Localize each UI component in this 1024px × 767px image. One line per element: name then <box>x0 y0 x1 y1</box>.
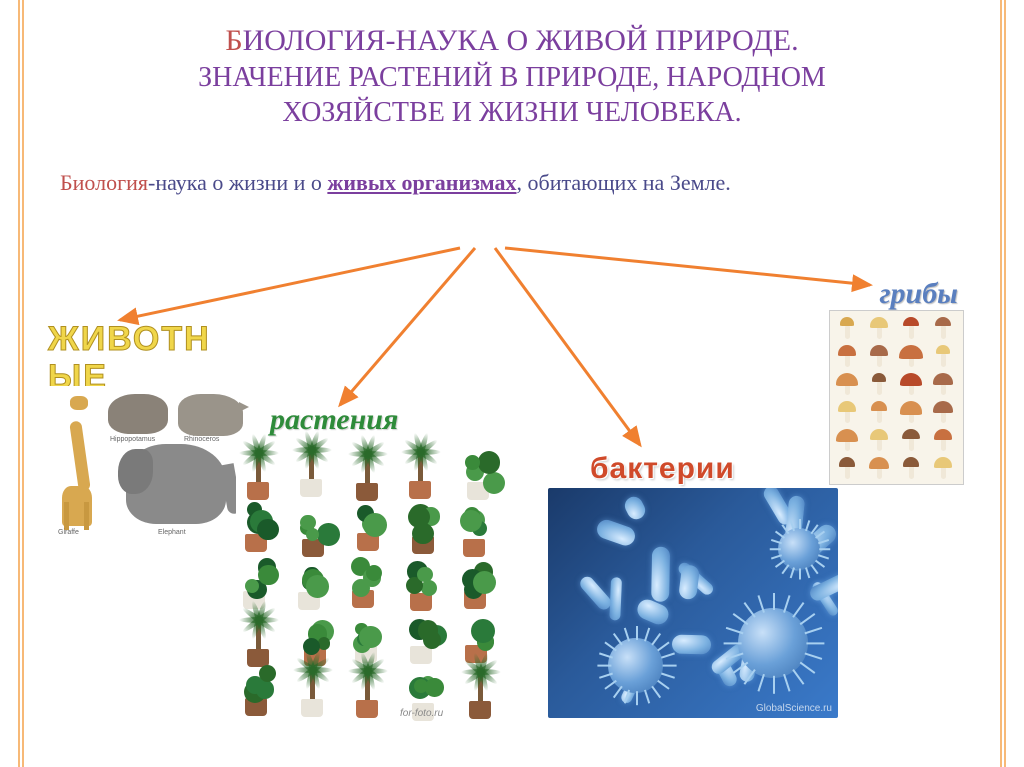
title-line3: ХОЗЯЙСТВЕ И ЖИЗНИ ЧЕЛОВЕКА. <box>60 95 964 130</box>
title-tail1: -НАУКА О ЖИВОЙ ПРИРОДЕ. <box>385 24 798 57</box>
subtitle-mid: -наука о жизни и о <box>148 170 327 195</box>
bacterium-rod-icon <box>672 634 712 654</box>
plants-watermark: for-foto.ru <box>400 708 443 719</box>
label-bacteria: бактерии <box>590 452 735 486</box>
label-animals: ЖИВОТН <box>48 320 211 359</box>
bacterium-rod-icon <box>578 574 614 612</box>
image-bacteria: GlobalScience.ru <box>548 488 838 718</box>
bacteria-watermark-right: GlobalScience.ru <box>756 703 832 714</box>
title-word1: ИОЛОГИЯ <box>243 24 386 57</box>
hippo-icon <box>108 394 168 434</box>
image-animals: Giraffe Hippopotamus Rhinoceros Elephant <box>48 386 248 536</box>
giraffe-label: Giraffe <box>58 529 79 536</box>
bacterium-sphere-icon <box>738 608 808 678</box>
bacterium-rod-icon <box>622 494 648 522</box>
label-fungi: грибы <box>879 277 958 311</box>
bacterium-sphere-icon <box>778 528 820 570</box>
rhino-label: Rhinoceros <box>184 436 219 443</box>
bacterium-sphere-icon <box>608 638 663 693</box>
bacterium-rod-icon <box>651 546 670 602</box>
image-plants <box>236 438 526 728</box>
title-accent-cap: Б <box>225 24 242 57</box>
giraffe-icon <box>52 396 102 526</box>
subtitle-underline: живых организмах <box>327 170 516 195</box>
bacterium-rod-icon <box>678 564 700 600</box>
label-plants: растения <box>270 403 398 437</box>
elephant-label: Elephant <box>158 529 186 536</box>
bacterium-rod-icon <box>595 517 638 548</box>
slide-title: БИОЛОГИЯ-НАУКА О ЖИВОЙ ПРИРОДЕ. ЗНАЧЕНИЕ… <box>60 22 964 130</box>
decorative-border-right <box>1000 0 1006 767</box>
bacterium-rod-icon <box>634 597 671 628</box>
decorative-border-left <box>18 0 24 767</box>
subtitle-tail: , обитающих на Земле. <box>517 170 731 195</box>
title-line2: ЗНАЧЕНИЕ РАСТЕНИЙ В ПРИРОДЕ, НАРОДНОМ <box>60 60 964 95</box>
rhino-icon <box>178 394 243 436</box>
elephant-icon <box>126 444 226 524</box>
hippo-label: Hippopotamus <box>110 436 155 443</box>
bacterium-rod-icon <box>608 577 621 620</box>
image-fungi <box>829 310 964 485</box>
subtitle-text: Биология-наука о жизни и о живых организ… <box>60 168 964 198</box>
subtitle-accent: Биология <box>60 170 148 195</box>
